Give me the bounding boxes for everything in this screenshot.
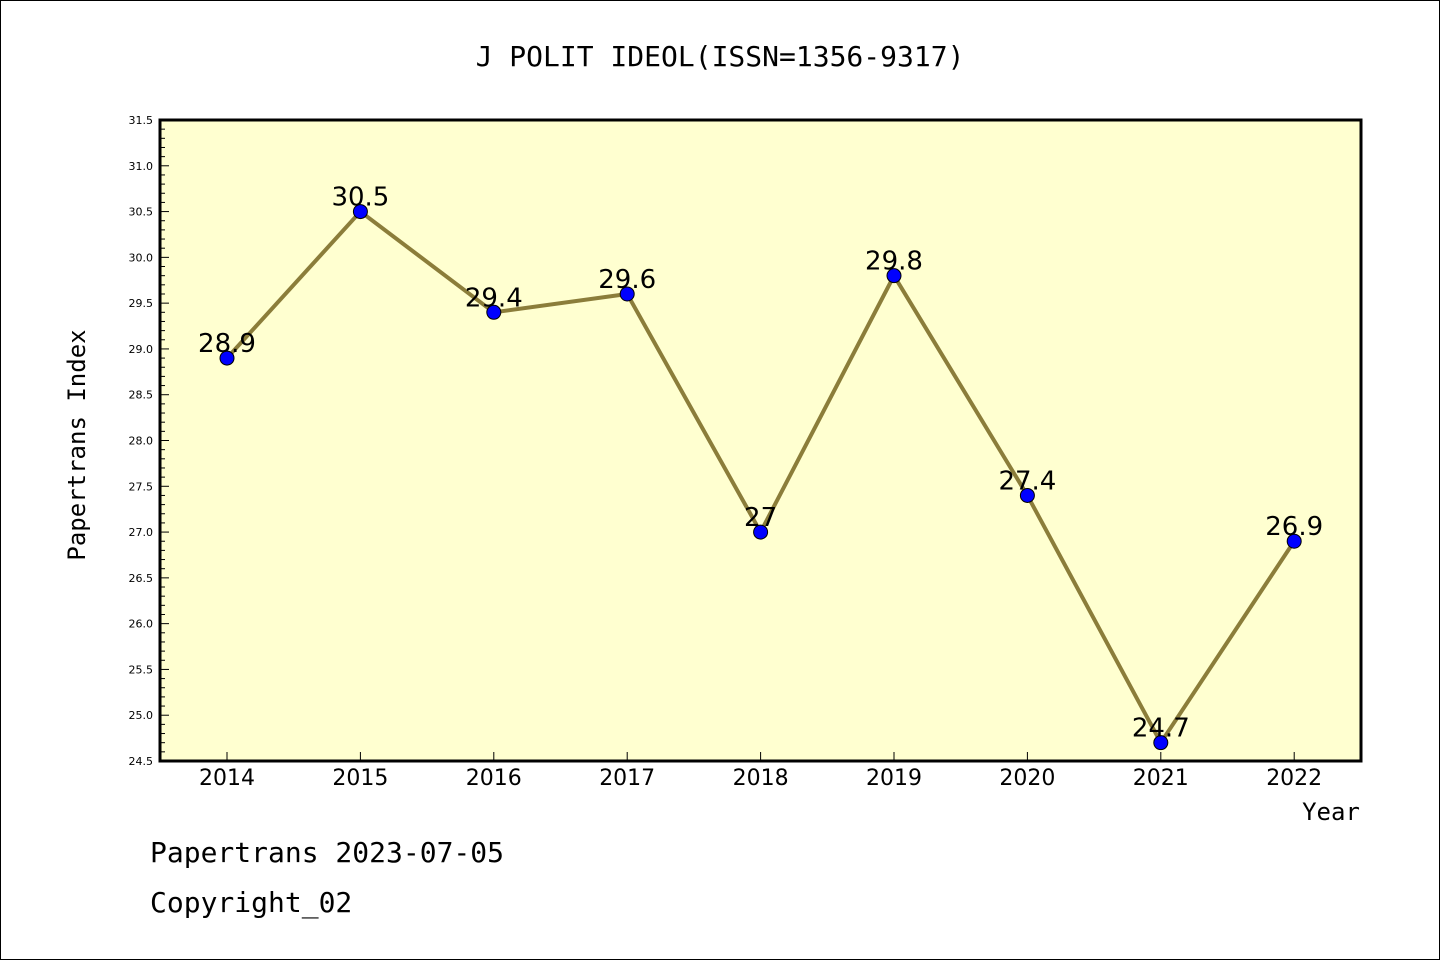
x-tick-label: 2014 bbox=[199, 766, 255, 791]
data-label: 27.4 bbox=[998, 466, 1056, 496]
y-tick-label: 28.5 bbox=[129, 389, 154, 402]
plot-area bbox=[158, 118, 1363, 763]
data-point bbox=[1153, 735, 1169, 751]
data-point bbox=[352, 204, 368, 220]
y-tick-label: 28.0 bbox=[129, 435, 154, 448]
y-tick-label: 25.5 bbox=[129, 663, 154, 676]
x-tick-label: 2016 bbox=[466, 766, 522, 791]
data-label: 30.5 bbox=[331, 183, 389, 213]
x-tick-label: 2018 bbox=[733, 766, 789, 791]
data-label: 29.6 bbox=[598, 265, 656, 295]
data-label: 24.7 bbox=[1132, 714, 1190, 744]
data-point bbox=[886, 268, 902, 284]
footer-copyright: Copyright_02 bbox=[150, 886, 353, 919]
x-axis: 2014 2015 2016 2017 2018 2019 2020 2021 2022 bbox=[199, 752, 1322, 791]
chart-title: J POLIT IDEOL(ISSN=1356-9317) bbox=[476, 40, 965, 73]
y-tick-label: 26.0 bbox=[129, 618, 154, 631]
series bbox=[219, 204, 1302, 751]
data-point bbox=[1286, 533, 1302, 549]
y-axis: 24.5 25.0 25.5 26.0 26.5 27.0 27.5 28.0 28.5 29.0… bbox=[129, 114, 169, 768]
y-tick-label: 26.5 bbox=[129, 572, 154, 585]
x-tick-label: 2020 bbox=[999, 766, 1055, 791]
data-point bbox=[219, 350, 235, 366]
data-labels: 28.9 30.5 29.4 29.6 27 29.8 27.4 24.7 26.9 bbox=[198, 183, 1323, 744]
data-label: 28.9 bbox=[198, 329, 256, 359]
data-point bbox=[1019, 487, 1035, 503]
y-tick-label: 27.0 bbox=[129, 526, 154, 539]
y-tick-label: 31.5 bbox=[129, 114, 154, 127]
data-label: 27 bbox=[744, 503, 777, 533]
data-label: 29.4 bbox=[465, 283, 523, 313]
y-tick-label: 30.5 bbox=[129, 206, 154, 219]
data-point bbox=[486, 304, 502, 320]
data-point bbox=[619, 286, 635, 302]
y-tick-label: 30.0 bbox=[129, 251, 154, 264]
data-label: 29.8 bbox=[865, 247, 923, 277]
y-tick-label: 27.5 bbox=[129, 480, 154, 493]
data-point bbox=[753, 524, 769, 540]
x-tick-label: 2021 bbox=[1133, 766, 1189, 791]
x-tick-label: 2022 bbox=[1266, 766, 1322, 791]
y-tick-label: 29.0 bbox=[129, 343, 154, 356]
footer-date: Papertrans 2023-07-05 bbox=[150, 836, 505, 869]
y-tick-label: 24.5 bbox=[129, 755, 154, 768]
y-tick-label: 29.5 bbox=[129, 297, 154, 310]
data-label: 26.9 bbox=[1265, 512, 1323, 542]
y-tick-label: 25.0 bbox=[129, 709, 154, 722]
y-axis-label: Papertrans Index bbox=[63, 329, 91, 560]
x-tick-label: 2019 bbox=[866, 766, 922, 791]
x-tick-label: 2015 bbox=[332, 766, 388, 791]
x-tick-label: 2017 bbox=[599, 766, 655, 791]
y-tick-label: 31.0 bbox=[129, 160, 154, 173]
x-axis-label: Year bbox=[1302, 798, 1360, 826]
